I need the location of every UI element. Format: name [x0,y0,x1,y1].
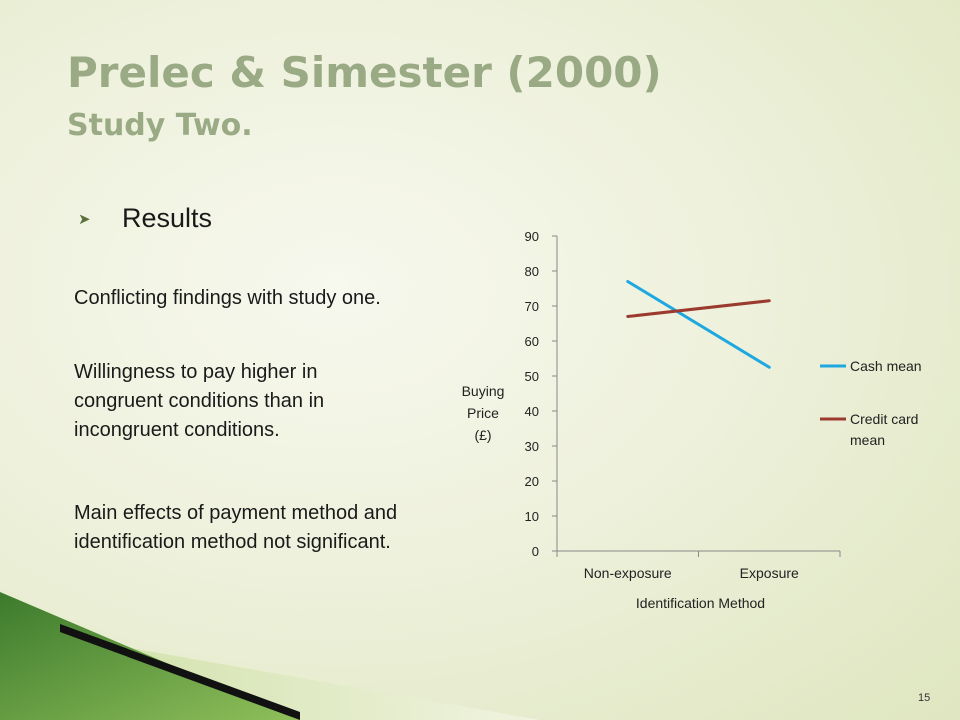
results-bullet: ➤ Results [78,203,212,234]
stripe-black [60,624,300,720]
slide-title: Prelec & Simester (2000) [67,48,662,97]
paragraph-willingness: Willingness to pay higher in congruent c… [74,361,325,441]
arrowhead-bullet-icon: ➤ [78,210,91,228]
page-number: 15 [918,692,931,704]
slide-subtitle: Study Two. [67,108,253,143]
paragraph-main-effects: Main effects of payment method and ident… [74,502,398,553]
paragraph-conflicting: Conflicting findings with study one. [74,287,381,309]
bullet-text: Results [122,203,213,233]
